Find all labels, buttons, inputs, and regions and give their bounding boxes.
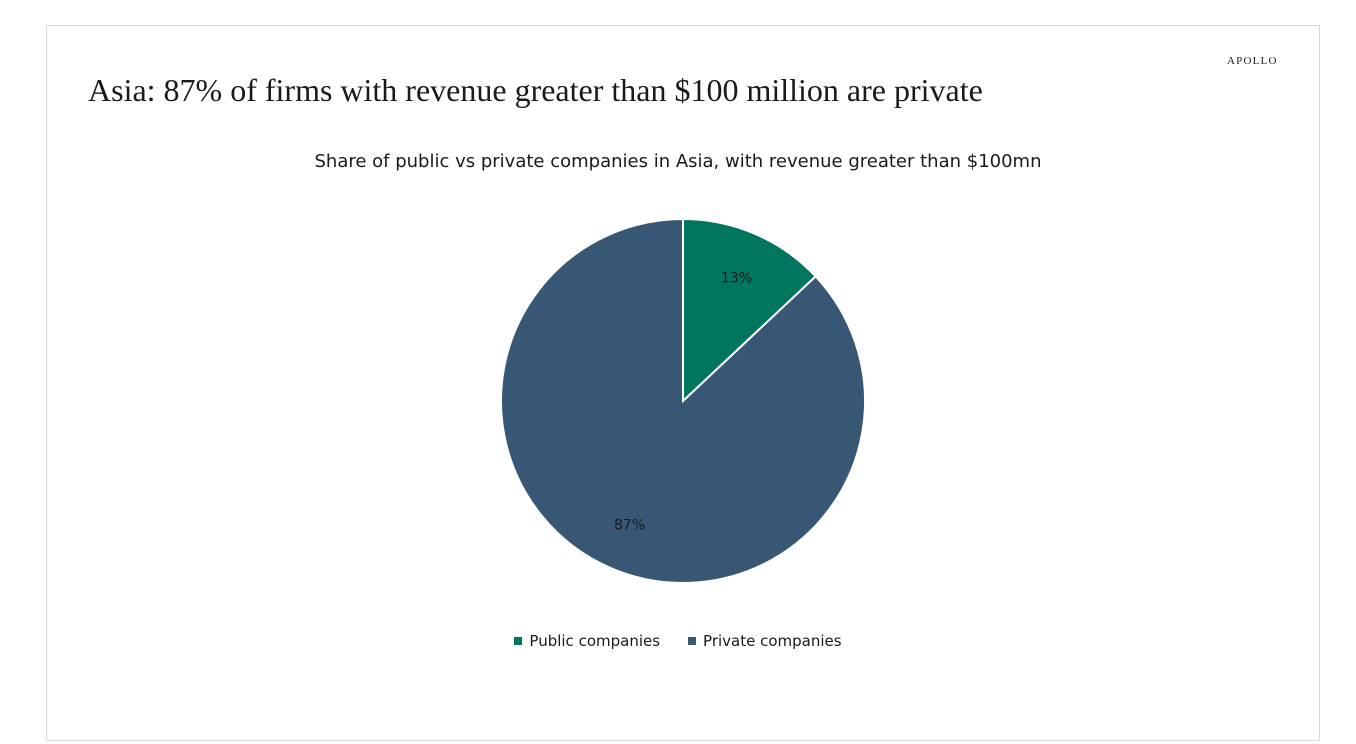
data-label-public-companies: 13%	[721, 270, 752, 286]
pie-slice-public-companies[interactable]	[682, 217, 818, 404]
legend-swatch-private	[688, 637, 697, 645]
data-label-private-companies: 87%	[614, 518, 645, 534]
chart-legend: Public companies Private companies	[0, 632, 1356, 650]
legend-swatch-public	[514, 637, 523, 645]
pie-slice-private-companies[interactable]	[500, 217, 866, 584]
page-title: Asia: 87% of firms with revenue greater …	[88, 72, 983, 108]
legend-item-private[interactable]: Private companies	[688, 632, 842, 650]
brand-logo-text: APOLLO	[1227, 55, 1278, 67]
legend-label-public: Public companies	[529, 632, 661, 650]
legend-item-public[interactable]: Public companies	[514, 632, 660, 650]
legend-label-private: Private companies	[703, 632, 842, 650]
chart-title: Share of public vs private companies in …	[314, 151, 1042, 172]
